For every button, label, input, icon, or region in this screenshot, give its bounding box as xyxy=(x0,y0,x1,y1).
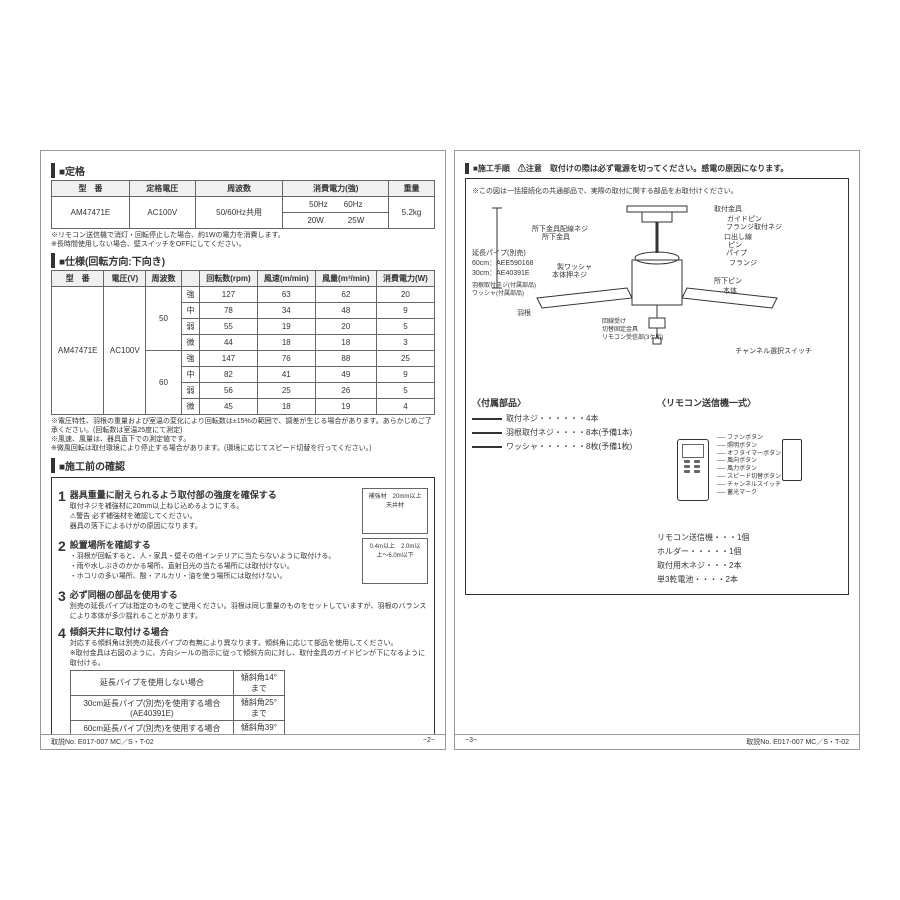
step-2: 2設置場所を確認する・羽根が回転すると、人・家具・壁その他インテリアに当たらない… xyxy=(58,538,428,584)
fan-diagram: 取付金具 ガイドピン フランジ取付ネジ 口出し線 ピン パイプ フランジ 所下金… xyxy=(472,198,842,388)
step-4: 4傾斜天井に取付ける場合対応する傾斜角は別売の延長パイプの有無により異なります。… xyxy=(58,625,428,734)
note-1: ※リモコン送信機で消灯・回転停止した場合、約1Wの電力を消費します。 ※長時間使… xyxy=(51,231,435,249)
spec-table-1: 型 番定格電圧周波数消費電力(強)重量 AM47471EAC100V50/60H… xyxy=(51,180,435,229)
step-1: 1器具重量に耐えられるよう取付部の強度を確保する取付ネジを補強材に20mm以上ね… xyxy=(58,488,428,534)
page-left: ■定格 型 番定格電圧周波数消費電力(強)重量 AM47471EAC100V50… xyxy=(40,150,446,750)
steps-box: 1器具重量に耐えられるよう取付部の強度を確保する取付ネジを補強材に20mm以上ね… xyxy=(51,477,435,734)
step-mini-diagram: 補強材 20mm以上 天井材 xyxy=(362,488,428,534)
part-row: 取付ネジ・・・・・・4本 xyxy=(472,413,657,424)
sec-spec-title: ■定格 xyxy=(51,163,435,178)
remote-diagram: ── ファンボタン── 照明ボタン── オフタイマーボタン── 風向ボタン── … xyxy=(657,439,842,529)
sec-install-title: ■施工手順 ⚠注意 取付けの際は必ず電源を切ってください。感電の原因になります。 xyxy=(465,163,849,174)
footer-right-page: −3−取説No. E017-007 MC／S・T-02 xyxy=(455,734,859,749)
remote-parts-list: リモコン送信機・・・1個ホルダー・・・・・1個取付用木ネジ・・・2本単3乾電池・… xyxy=(657,532,842,585)
screw-icon xyxy=(472,432,502,434)
part-row: 羽根取付ネジ・・・・8本(予備1本) xyxy=(472,427,657,438)
remote-part-row: リモコン送信機・・・1個 xyxy=(657,532,842,543)
page-right: ■施工手順 ⚠注意 取付けの際は必ず電源を切ってください。感電の原因になります。… xyxy=(454,150,860,750)
parts-heading: 〈付属部品〉 xyxy=(472,396,657,409)
page-inner-r: ■施工手順 ⚠注意 取付けの際は必ず電源を切ってください。感電の原因になります。… xyxy=(455,151,859,734)
remote-part-row: 単3乾電池・・・・2本 xyxy=(657,574,842,585)
step-3: 3必ず同梱の部品を使用する別売の延長パイプは指定のものをご使用ください。羽根は同… xyxy=(58,588,428,621)
parts-list: 取付ネジ・・・・・・4本羽根取付ネジ・・・・8本(予備1本) ワッシャ・・・・・・… xyxy=(472,413,657,452)
remote-part-row: ホルダー・・・・・1個 xyxy=(657,546,842,557)
remote-part-row: 取付用木ネジ・・・2本 xyxy=(657,560,842,571)
remote-heading: 〈リモコン送信機一式〉 xyxy=(657,396,842,409)
holder-icon xyxy=(782,439,802,481)
install-box: ※この図は一括接続化の共通部品で、実際の取付に関する部品をお取付けください。 取… xyxy=(465,178,849,595)
fan-svg xyxy=(472,198,842,388)
footer-left-page: 取説No. E017-007 MC／S・T-02−2− xyxy=(41,734,445,749)
page-inner: ■定格 型 番定格電圧周波数消費電力(強)重量 AM47471EAC100V50… xyxy=(41,151,445,734)
remote-icon xyxy=(677,439,709,501)
sec-pre-title: ■施工前の確認 xyxy=(51,458,435,473)
spec-table-2: 型 番電圧(V)周波数回転数(rpm)風速(m/min)風量(m³/min)消費… xyxy=(51,270,435,415)
step-mini-diagram: 0.4m以上 2.0m以上〜6.0m以下 xyxy=(362,538,428,584)
screw-icon xyxy=(472,418,502,420)
install-note: ※この図は一括接続化の共通部品で、実際の取付に関する部品をお取付けください。 xyxy=(472,187,842,196)
note-2: ※電圧特性、羽根の重量および室温の変化により回転数は±15%の範囲で、調差が生じ… xyxy=(51,417,435,453)
part-row: ワッシャ・・・・・・8枚(予備1枚) xyxy=(472,441,657,452)
screw-icon xyxy=(472,446,502,448)
sec-perf-title: ■仕様(回転方向:下向き) xyxy=(51,253,435,268)
